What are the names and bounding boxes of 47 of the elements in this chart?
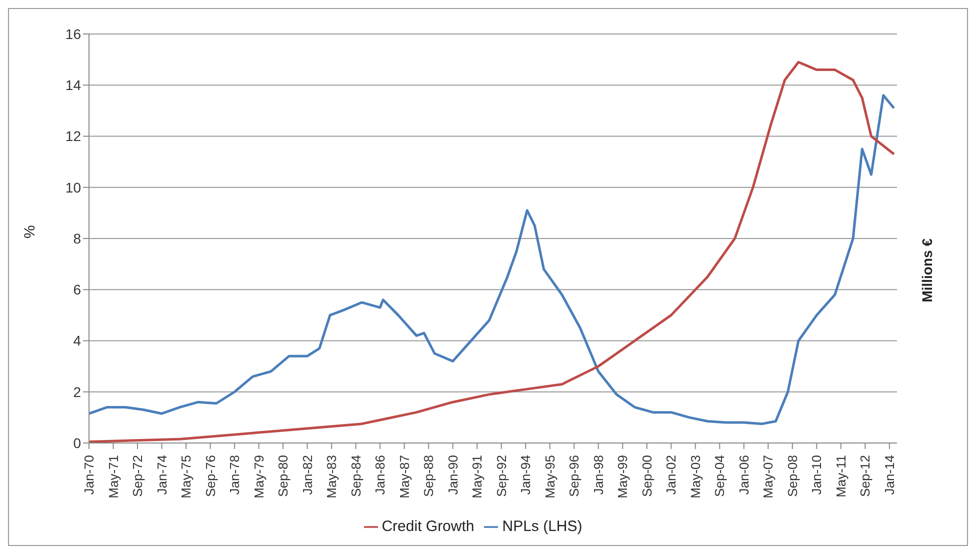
y-tick-label: 8 xyxy=(73,230,82,246)
y-tick-label: 12 xyxy=(65,128,82,144)
x-tick-label: May-83 xyxy=(324,455,340,498)
x-tick-label: Sep-00 xyxy=(639,455,654,497)
x-tick-label: Jan-98 xyxy=(590,455,606,495)
y-axis-title: % xyxy=(21,225,38,238)
y-tick-label: 10 xyxy=(65,179,82,196)
x-tick-label: Jan-14 xyxy=(882,455,897,495)
x-tick-label: Sep-72 xyxy=(130,455,146,497)
legend-label: NPLs (LHS) xyxy=(502,518,582,535)
x-tick-label: May-79 xyxy=(251,455,266,498)
x-tick-label: Jan-78 xyxy=(227,455,242,495)
x-tick-label: Jan-06 xyxy=(736,455,752,495)
x-tick-label: May-11 xyxy=(833,455,848,498)
x-tick-label: Jan-10 xyxy=(809,455,824,495)
x-tick-label: Sep-80 xyxy=(276,455,291,497)
legend-label: Credit Growth xyxy=(382,518,474,535)
x-tick-label: Jan-86 xyxy=(372,455,388,495)
x-tick-label: May-03 xyxy=(688,455,703,498)
x-tick-label: Sep-96 xyxy=(566,455,582,497)
y-tick-label: 4 xyxy=(73,332,82,349)
x-tick-label: Sep-84 xyxy=(348,455,364,497)
x-tick-label: Jan-90 xyxy=(445,455,460,495)
y2-axis-title: Millions € xyxy=(918,238,935,302)
x-tick-label: May-07 xyxy=(760,455,776,498)
x-tick-label: Jan-82 xyxy=(300,455,315,495)
x-tick-label: May-91 xyxy=(470,455,485,498)
x-tick-label: Sep-04 xyxy=(712,455,728,497)
x-tick-label: Jan-02 xyxy=(664,455,679,495)
x-tick-label: Sep-76 xyxy=(202,455,218,497)
y-tick-label: 2 xyxy=(73,384,82,400)
y-tick-label: 16 xyxy=(65,26,82,42)
x-tick-label: Sep-92 xyxy=(494,455,509,497)
y-tick-label: 0 xyxy=(73,434,82,451)
y-tick-label: 14 xyxy=(65,77,82,94)
x-tick-label: May-87 xyxy=(396,455,412,498)
x-tick-label: Sep-12 xyxy=(858,455,873,497)
x-tick-label: Jan-70 xyxy=(82,455,96,495)
y-tick-label: 6 xyxy=(73,282,82,298)
x-tick-label: May-71 xyxy=(106,455,121,498)
x-tick-label: Sep-08 xyxy=(784,455,800,497)
x-tick-label: Jan-94 xyxy=(518,455,534,495)
x-tick-label: May-99 xyxy=(615,455,630,498)
x-tick-label: Sep-88 xyxy=(421,455,436,497)
x-tick-label: Jan-74 xyxy=(154,455,170,495)
x-tick-label: May-95 xyxy=(542,455,558,498)
x-tick-label: May-75 xyxy=(178,455,194,498)
